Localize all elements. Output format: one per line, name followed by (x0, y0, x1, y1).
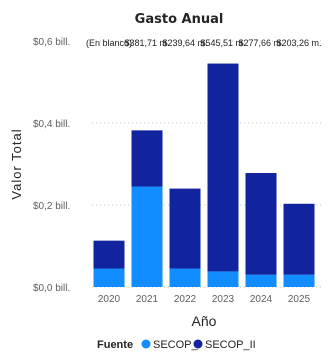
x-tick-label: 2022 (174, 294, 197, 305)
legend-marker (141, 339, 151, 349)
y-axis-ticks: $0,0 bill. $0,2 bill. $0,4 bill. $0,6 bill. (33, 37, 70, 294)
y-tick-label: $0,0 bill. (33, 283, 70, 294)
bar-secop-i-2020 (93, 268, 125, 287)
x-axis-label: Año (192, 313, 217, 329)
x-tick-label: 2021 (136, 294, 159, 305)
bars (93, 63, 315, 287)
y-tick-label: $0,6 bill. (33, 37, 70, 48)
y-axis-label: Valor Total (9, 128, 24, 199)
total-label: (En blanco) (86, 38, 132, 48)
bar-secop-ii-2024 (245, 173, 277, 275)
bar-secop-i-2022 (169, 268, 201, 287)
total-label: $203,26 m. (276, 38, 321, 48)
legend-entry: SECOP_I (153, 339, 201, 351)
bar-secop-i-2021 (131, 186, 163, 287)
bar-secop-i-2023 (207, 271, 239, 287)
x-tick-label: 2020 (98, 294, 121, 305)
legend-entry: SECOP_II (205, 339, 256, 351)
x-tick-label: 2025 (288, 294, 311, 305)
total-labels: (En blanco)$381,71 m.$239,64 m.$545,51 m… (86, 38, 322, 48)
bar-secop-i-2024 (245, 274, 277, 287)
total-label: $545,51 m. (200, 38, 245, 48)
total-label: $277,66 m. (238, 38, 283, 48)
chart-title: Gasto Anual (135, 12, 224, 27)
bar-secop-ii-2023 (207, 63, 239, 272)
x-axis-ticks: 2020 2021 2022 2023 2024 2025 (98, 294, 311, 305)
y-tick-label: $0,4 bill. (33, 119, 70, 130)
legend-marker (193, 339, 203, 349)
bar-secop-i-2025 (283, 274, 315, 287)
legend: Fuente SECOP_I SECOP_II (97, 339, 256, 351)
bar-secop-ii-2022 (169, 188, 201, 269)
total-label: $381,71 m. (124, 38, 169, 48)
x-tick-label: 2023 (212, 294, 235, 305)
legend-title: Fuente (97, 339, 133, 351)
bar-secop-ii-2021 (131, 130, 163, 187)
x-tick-label: 2024 (250, 294, 273, 305)
y-tick-label: $0,2 bill. (33, 201, 70, 212)
bar-secop-ii-2020 (93, 240, 125, 269)
total-label: $239,64 m. (162, 38, 207, 48)
bar-secop-ii-2025 (283, 203, 315, 275)
